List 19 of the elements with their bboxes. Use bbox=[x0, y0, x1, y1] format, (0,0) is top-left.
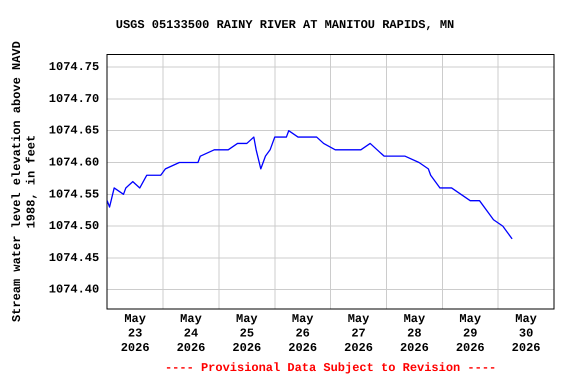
x-tick-label: May 24 2026 bbox=[176, 312, 206, 355]
x-tick-label: May 28 2026 bbox=[400, 312, 429, 355]
y-tick-label: 1074.65 bbox=[48, 124, 100, 138]
y-axis-title: Stream water level elevation above NAVD 1988, in feet bbox=[10, 41, 39, 322]
x-tick-label: May 30 2026 bbox=[512, 312, 540, 355]
x-tick-label: May 23 2026 bbox=[120, 312, 150, 355]
x-tick-label: May 27 2026 bbox=[344, 312, 373, 355]
x-tick-label: May 25 2026 bbox=[232, 312, 262, 355]
x-tick-label: May 29 2026 bbox=[456, 312, 485, 355]
y-tick-label: 1074.50 bbox=[48, 219, 100, 234]
y-tick-label: 1074.75 bbox=[48, 60, 100, 74]
chart-title: USGS 05133500 RAINY RIVER AT MANITOU RAPIDS, MN bbox=[116, 18, 454, 32]
y-tick-label: 1074.55 bbox=[48, 187, 100, 202]
y-tick-label: 1074.40 bbox=[48, 282, 100, 297]
y-tick-label: 1074.70 bbox=[48, 92, 100, 106]
y-tick-label: 1074.60 bbox=[48, 156, 100, 170]
text: ---- Provisional Data Subject to Revision ---- bbox=[164, 361, 496, 376]
x-tick-label: May 26 2026 bbox=[288, 312, 318, 355]
y-tick-label: 1074.45 bbox=[48, 250, 100, 265]
